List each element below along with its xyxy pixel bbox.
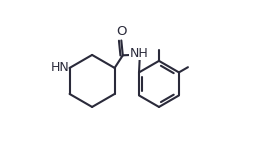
Text: HN: HN [50,61,69,74]
Text: O: O [116,25,127,38]
Text: NH: NH [130,47,149,60]
